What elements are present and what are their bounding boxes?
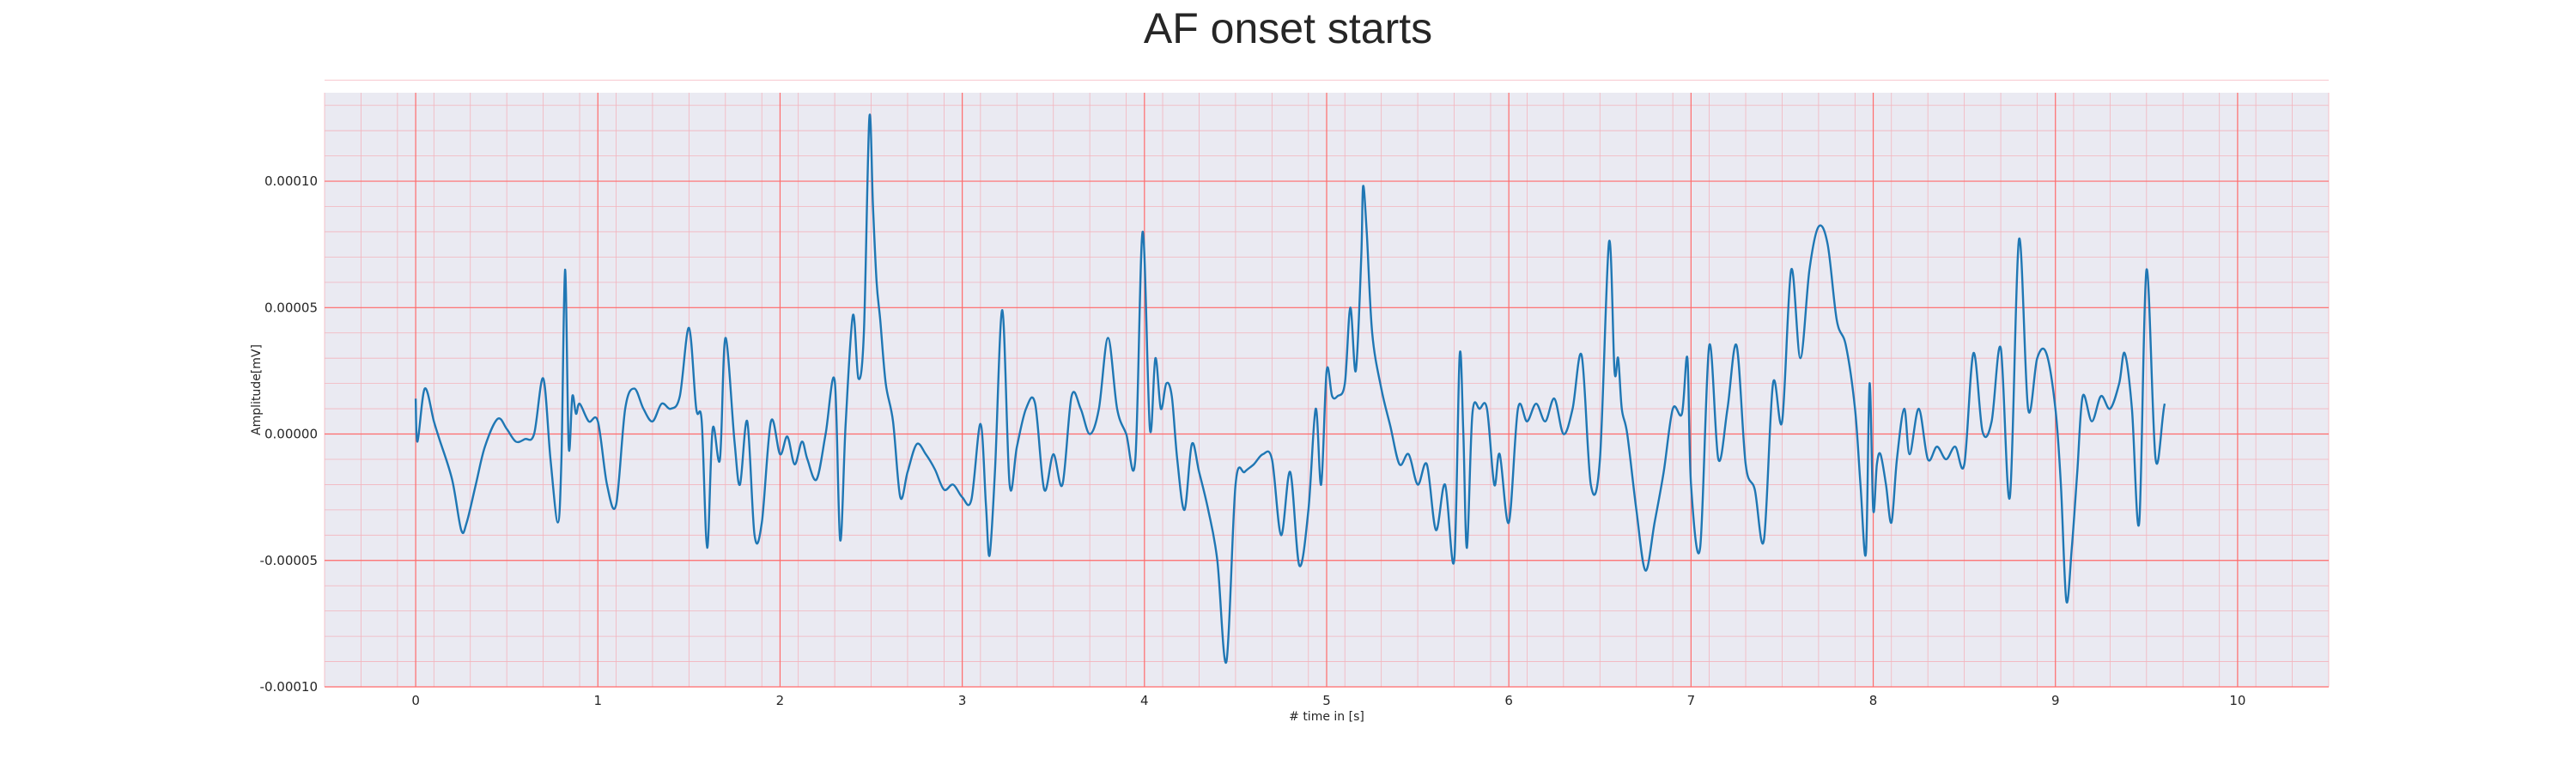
x-tick-label: 4 [1140,693,1149,708]
y-axis-ticks: -0.00010 -0.00005 0.00000 0.00005 0.00010 [260,173,318,695]
y-tick-label: 0.00005 [264,300,318,315]
x-tick-label: 9 [2051,693,2060,708]
x-tick-label: 0 [411,693,420,708]
x-tick-label: 3 [958,693,967,708]
x-tick-label: 5 [1322,693,1331,708]
x-tick-label: 1 [593,693,602,708]
x-axis-ticks: 0 1 2 3 4 5 6 7 8 9 10 [411,693,2245,708]
y-axis-label: Amplitude[mV] [250,344,264,435]
x-tick-label: 8 [1869,693,1878,708]
y-tick-label: 0.00010 [264,173,318,189]
y-tick-label: -0.00010 [260,679,318,695]
y-tick-label: 0.00000 [264,427,318,442]
y-tick-label: -0.00005 [260,553,318,568]
x-tick-label: 2 [776,693,785,708]
x-tick-label: 6 [1504,693,1513,708]
x-tick-label: 7 [1687,693,1696,708]
x-axis-label: # time in [s] [1289,710,1364,724]
x-tick-label: 10 [2229,693,2245,708]
chart-title: AF onset starts [1144,4,1432,52]
